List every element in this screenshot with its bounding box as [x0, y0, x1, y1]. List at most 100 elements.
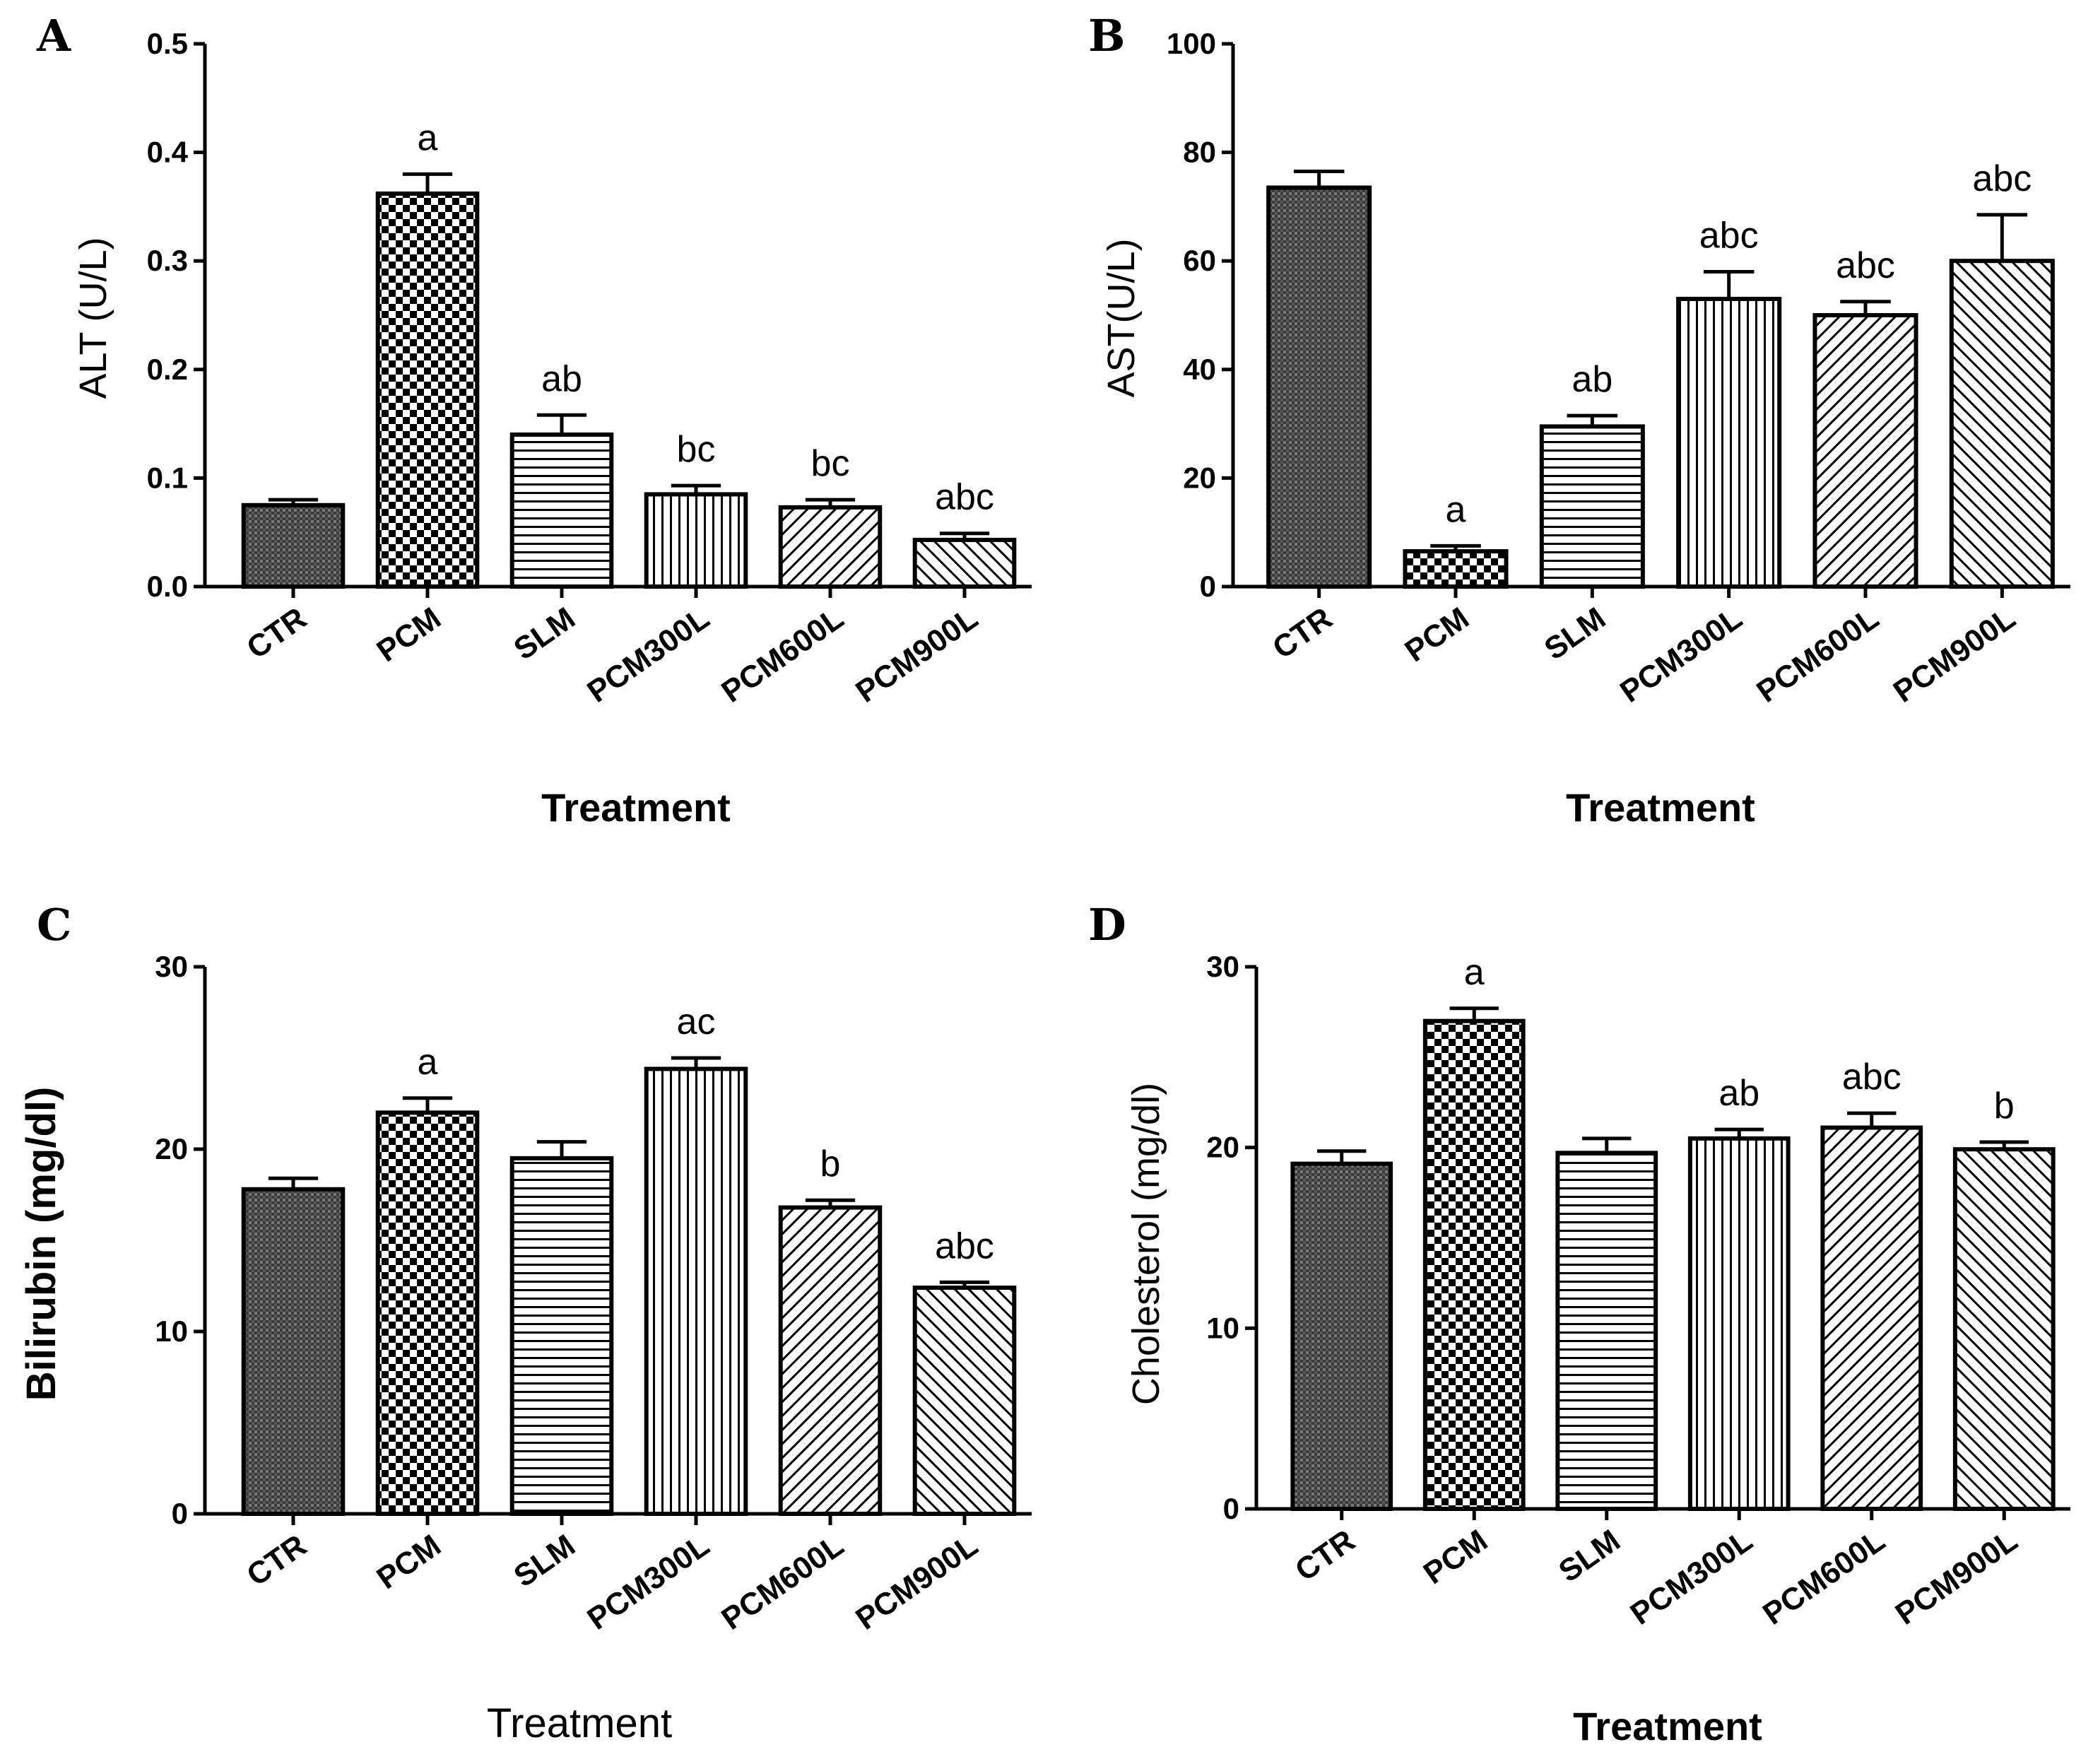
bar — [1676, 296, 1782, 589]
x-tick-label: PCM600L — [1757, 1523, 1891, 1632]
bar — [1555, 1151, 1658, 1511]
x-tick-label: PCM — [371, 1528, 447, 1596]
y-axis-label: Bilirubin (mg/dl) — [18, 1087, 64, 1401]
x-tick-label: SLM — [1538, 601, 1612, 666]
chart-area: 0 20 40 60 80 100 AST(U/L) CTR a PCM ab SLM abc PCM30… — [1100, 27, 2070, 830]
x-tick-label: PCM900L — [849, 601, 984, 710]
y-tick-label: 0.5 — [147, 27, 188, 60]
panel-d: D 0 10 20 30 Cholesterol (mg/dl) CTR a PCM SLM ab… — [1088, 899, 2070, 1748]
y-tick-label: 40 — [1183, 353, 1216, 386]
panel-c: C 0 10 20 30 Bilirubin (mg/dl) CTR a PCM SLM ac PC… — [18, 899, 1032, 1746]
y-tick-label: 100 — [1167, 27, 1216, 60]
y-tick-label: 80 — [1183, 136, 1216, 169]
x-tick-label: PCM600L — [1750, 601, 1885, 710]
panel-b: B 0 20 40 60 80 100 AST(U/L) CTR a PCM ab SLM abc PCM… — [1088, 10, 2070, 830]
bar — [241, 502, 346, 589]
panel-letter: A — [36, 10, 71, 61]
significance-label: a — [418, 1042, 438, 1083]
significance-label: bc — [677, 429, 716, 470]
x-tick-label: CTR — [1289, 1523, 1361, 1588]
x-tick-label: PCM300L — [581, 1528, 715, 1637]
significance-label: abc — [1699, 216, 1759, 257]
x-tick-label: SLM — [508, 1528, 582, 1594]
significance-label: abc — [1842, 1057, 1902, 1098]
panel-a: A 0.0 0.1 0.2 0.3 0.4 0.5 ALT (U/L) CTR a PCM ab SL… — [36, 10, 1032, 830]
bar — [778, 505, 883, 589]
bar — [1952, 1147, 2056, 1512]
x-tick-label: CTR — [1266, 601, 1338, 666]
x-axis-title: Treatment — [1566, 785, 1755, 830]
y-tick-label: 0.4 — [147, 136, 189, 169]
y-tick-label: 0 — [1223, 1492, 1239, 1525]
significance-label: ab — [541, 358, 582, 399]
bar — [1290, 1161, 1393, 1511]
x-tick-label: CTR — [241, 601, 313, 666]
bar — [375, 1110, 480, 1516]
chart-area: 0 10 20 30 Cholesterol (mg/dl) CTR a PCM SLM ab PC… — [1125, 950, 2070, 1748]
y-tick-label: 10 — [155, 1315, 188, 1348]
bar — [1687, 1136, 1791, 1511]
y-axis-label: ALT (U/L) — [72, 237, 114, 399]
significance-label: abc — [1972, 158, 2032, 199]
x-tick-label: SLM — [508, 601, 582, 666]
bar — [1949, 259, 2055, 589]
bar — [644, 492, 748, 589]
bar — [1422, 1018, 1526, 1511]
x-tick-label: PCM300L — [1614, 601, 1748, 710]
bar — [778, 1205, 883, 1517]
x-axis-title: Treatment — [1573, 1704, 1762, 1748]
x-tick-label: PCM600L — [715, 601, 849, 710]
significance-label: abc — [935, 1225, 994, 1266]
y-tick-label: 20 — [1183, 461, 1216, 494]
chart-area: 0.0 0.1 0.2 0.3 0.4 0.5 ALT (U/L) CTR a PCM ab SLM b… — [72, 27, 1032, 830]
x-tick-label: PCM — [1399, 601, 1475, 669]
y-axis-label: Cholesterol (mg/dl) — [1125, 1083, 1167, 1405]
significance-label: a — [1446, 489, 1466, 530]
x-axis-title: Treatment — [541, 785, 731, 830]
panel-letter: D — [1088, 899, 1126, 951]
x-tick-label: CTR — [241, 1528, 313, 1593]
y-tick-label: 0.2 — [147, 353, 188, 386]
bar — [1820, 1125, 1923, 1511]
significance-label: a — [1464, 952, 1485, 993]
y-tick-label: 20 — [155, 1132, 188, 1165]
y-tick-label: 10 — [1206, 1311, 1239, 1344]
y-tick-label: 0.1 — [147, 461, 188, 494]
bar — [912, 537, 1017, 589]
x-tick-label: SLM — [1552, 1523, 1626, 1589]
bar — [375, 191, 480, 589]
bar — [644, 1066, 748, 1516]
x-tick-label: PCM900L — [1887, 601, 2022, 710]
bar — [912, 1286, 1017, 1516]
significance-label: a — [418, 117, 438, 158]
y-tick-label: 60 — [1183, 244, 1216, 277]
y-tick-label: 0.3 — [147, 244, 188, 277]
significance-label: bc — [811, 443, 850, 484]
bar — [1812, 313, 1918, 589]
x-tick-label: PCM600L — [715, 1528, 849, 1637]
panel-letter: B — [1088, 10, 1125, 61]
y-tick-label: 20 — [1206, 1131, 1239, 1164]
bar — [509, 1156, 614, 1517]
significance-label: ab — [1718, 1073, 1759, 1114]
bar — [1266, 185, 1372, 589]
y-tick-label: 0 — [1200, 570, 1216, 603]
bar — [1403, 549, 1509, 589]
significance-label: b — [1994, 1086, 2015, 1127]
x-tick-label: PCM300L — [581, 601, 715, 710]
significance-label: abc — [935, 477, 994, 518]
chart-area: 0 10 20 30 Bilirubin (mg/dl) CTR a PCM SLM ac PCM3… — [18, 950, 1032, 1746]
significance-label: b — [820, 1143, 841, 1184]
y-tick-label: 0 — [172, 1497, 188, 1530]
x-tick-label: PCM — [1417, 1523, 1494, 1591]
y-tick-label: 0.0 — [147, 570, 188, 603]
significance-label: ab — [1572, 359, 1613, 400]
x-tick-label: PCM900L — [849, 1528, 984, 1637]
x-axis-title: Treatment — [487, 1700, 672, 1746]
y-tick-label: 30 — [1206, 950, 1239, 983]
bar — [1539, 424, 1645, 589]
x-tick-label: PCM — [371, 601, 447, 669]
panel-letter: C — [37, 899, 71, 951]
significance-label: ac — [677, 1001, 716, 1042]
